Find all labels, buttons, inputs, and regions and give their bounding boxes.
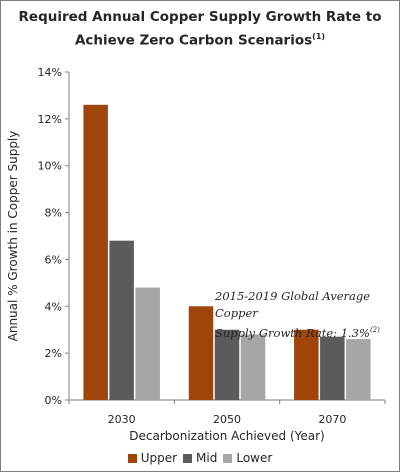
x-tick-label: 2050 (213, 413, 241, 426)
annotation-line2-text: Supply Growth Rate: 1.3% (215, 325, 370, 340)
legend: Upper Mid Lower (0, 451, 400, 465)
y-tick-label: 10% (38, 160, 62, 173)
legend-label: Upper (140, 451, 178, 465)
y-tick-label: 8% (45, 207, 62, 220)
bar-mid-2070 (320, 336, 345, 400)
chart-title: Required Annual Copper Supply Growth Rat… (0, 8, 400, 51)
legend-swatch (183, 454, 193, 463)
chart-title-line2-text: Achieve Zero Carbon Scenarios (74, 32, 313, 49)
legend-item-lower: Lower (223, 451, 272, 465)
chart-title-line2: Achieve Zero Carbon Scenarios(1) (0, 27, 400, 51)
annotation-footnote-ref: (2) (369, 326, 380, 334)
bar-upper-2050 (188, 306, 214, 400)
legend-item-mid: Mid (183, 451, 217, 465)
legend-item-upper: Upper (127, 451, 178, 465)
y-tick-label: 0% (45, 394, 62, 407)
y-axis-title: Annual % Growth in Copper Supply (6, 131, 20, 342)
y-tick-label: 2% (45, 347, 62, 360)
bar-upper-2070 (294, 329, 319, 400)
legend-swatch (223, 454, 233, 463)
annotation-line2: Supply Growth Rate: 1.3%(2) (215, 322, 395, 342)
bar-lower-2050 (240, 334, 266, 400)
x-tick-label: 2030 (108, 413, 136, 426)
bar-upper-2030 (83, 104, 108, 401)
bar-lower-2070 (346, 339, 371, 400)
annotation-line1: 2015-2019 Global Average Copper (215, 289, 371, 320)
legend-label: Mid (196, 451, 218, 465)
chart-title-line1: Required Annual Copper Supply Growth Rat… (18, 9, 382, 25)
y-tick-label: 6% (45, 253, 62, 266)
bar-lower-2030 (135, 287, 160, 400)
title-footnote-ref: (1) (312, 32, 326, 41)
bar-mid-2030 (109, 240, 134, 400)
x-tick-label: 2070 (318, 413, 346, 426)
legend-label: Lower (236, 451, 273, 465)
legend-swatch (127, 454, 137, 463)
x-axis-title: Decarbonization Achieved (Year) (129, 429, 324, 443)
bar-mid-2050 (214, 329, 240, 400)
y-tick-label: 14% (38, 66, 62, 79)
y-tick-label: 12% (38, 113, 62, 126)
y-tick-label: 4% (45, 300, 62, 313)
annotation: 2015-2019 Global Average Copper Supply G… (215, 288, 395, 342)
